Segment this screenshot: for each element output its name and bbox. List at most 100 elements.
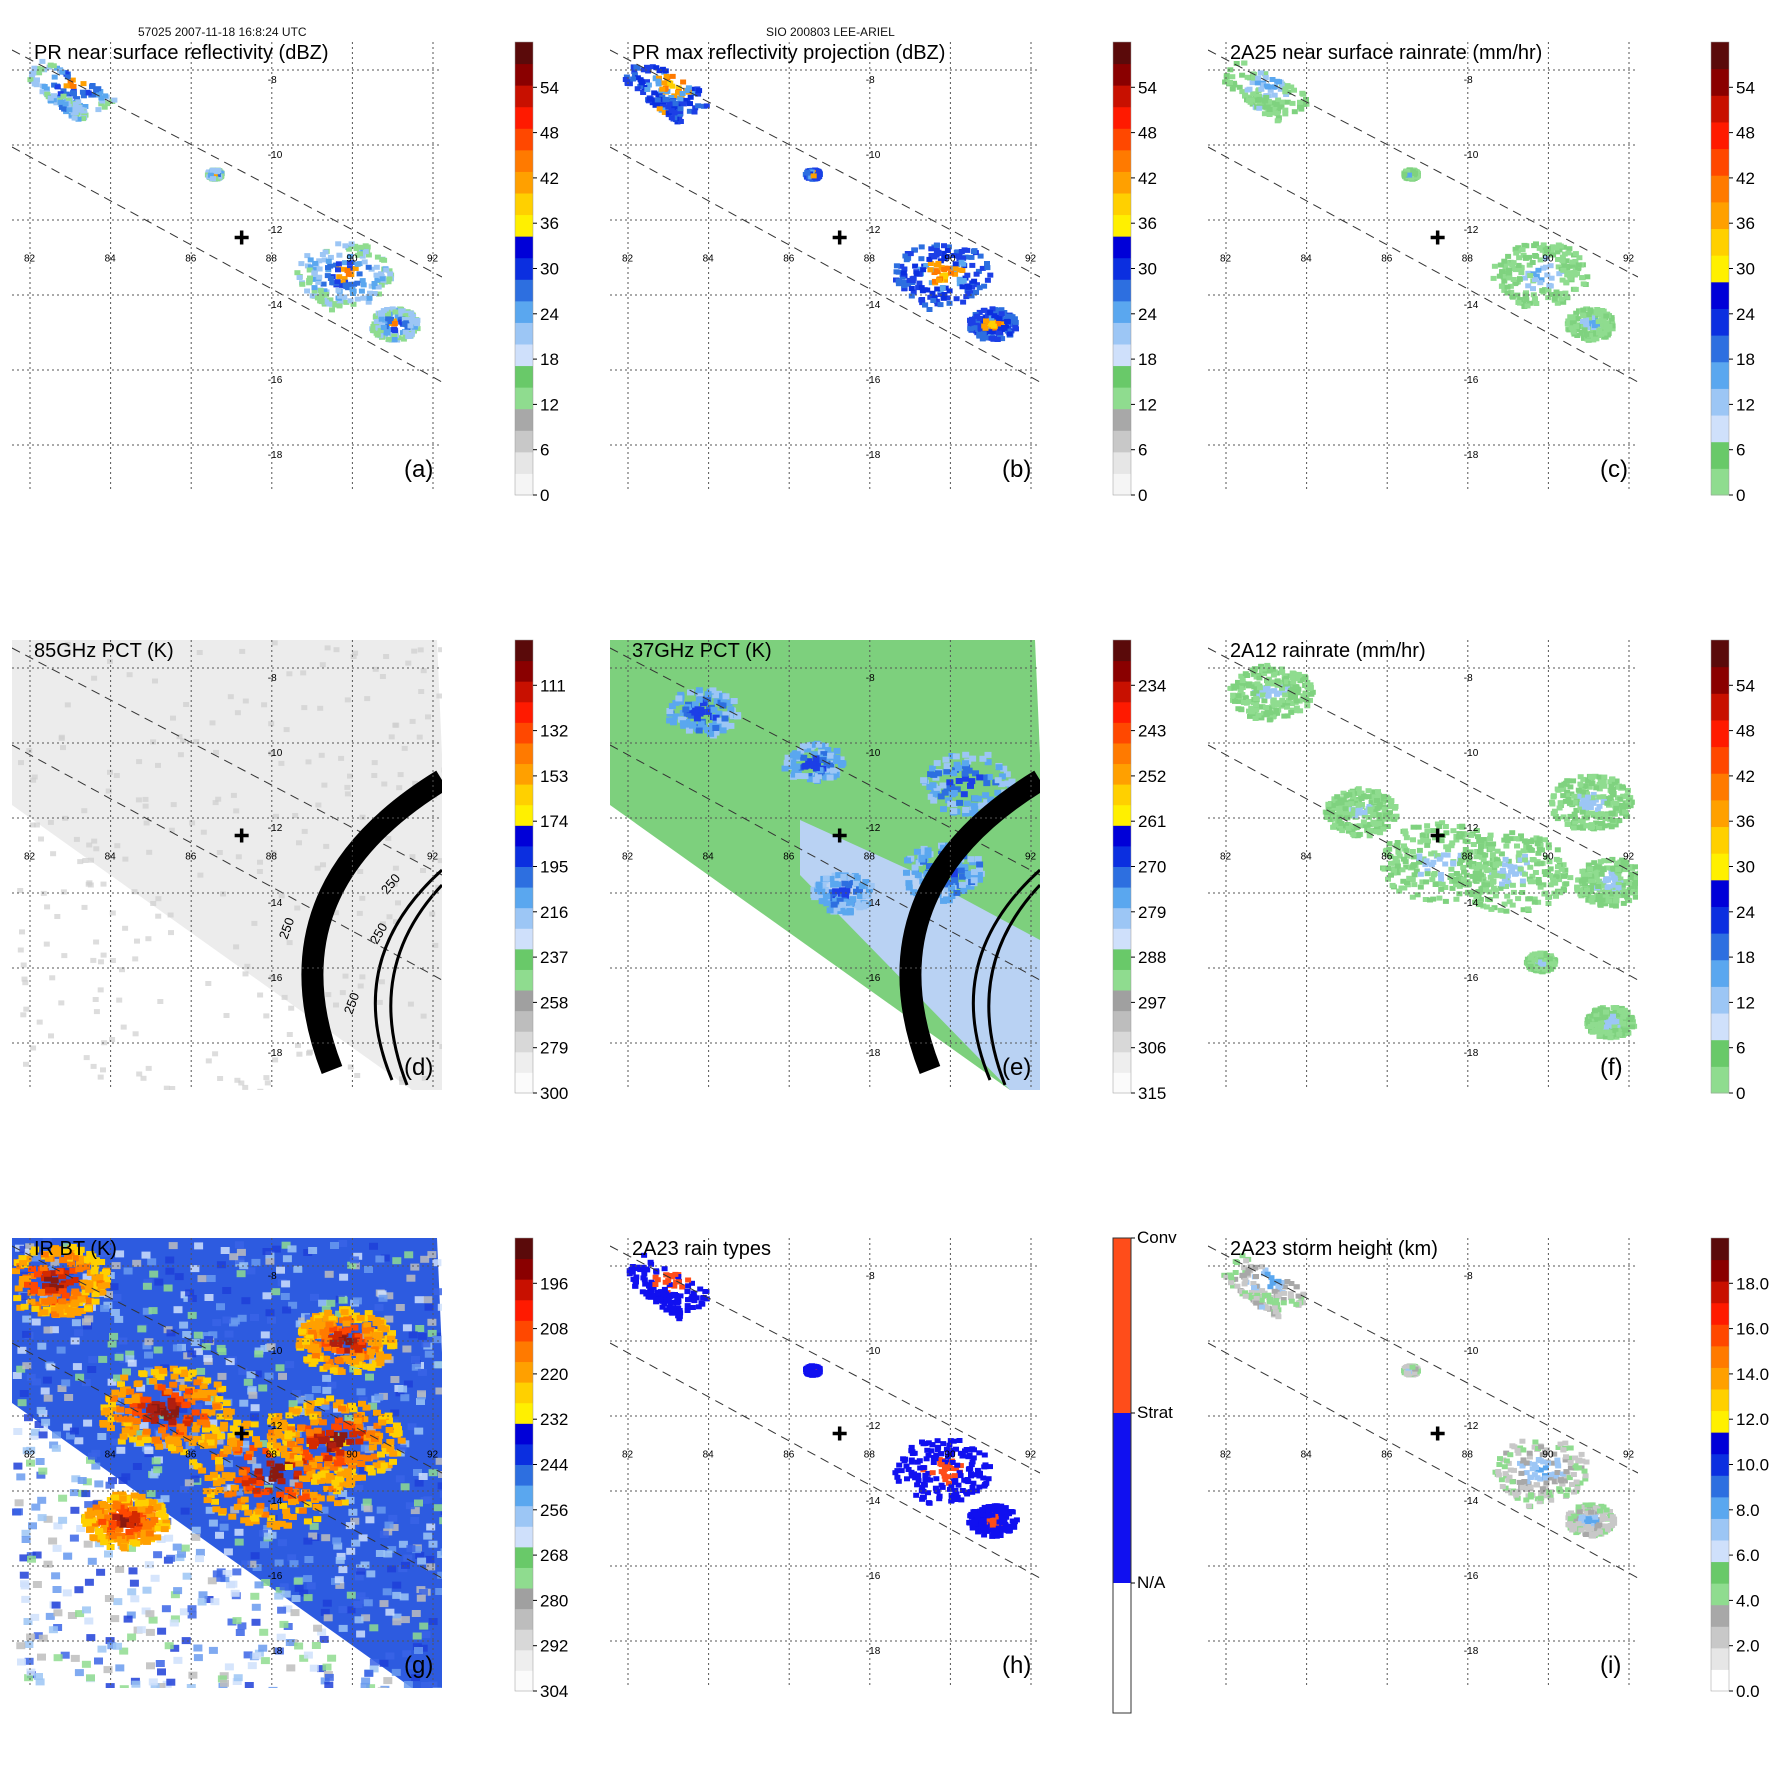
colorbar-segment bbox=[1113, 660, 1131, 682]
colorbar-segment bbox=[515, 1526, 533, 1548]
colorbar-tick-label: 36 bbox=[1736, 214, 1755, 233]
lat-tick-label: -16 bbox=[268, 1571, 283, 1582]
colorbar-tick-label: 315 bbox=[1138, 1084, 1166, 1103]
colorbar-segment bbox=[1711, 1453, 1729, 1476]
colorbar-tick-label: 16.0 bbox=[1736, 1320, 1769, 1339]
colorbar-segment bbox=[1113, 408, 1131, 431]
colorbar-segment bbox=[515, 763, 533, 785]
swath-edge-south bbox=[12, 1342, 442, 1579]
lat-tick-label: -18 bbox=[268, 1048, 283, 1059]
lon-tick-label: 84 bbox=[105, 851, 117, 862]
swath-edge-south bbox=[1208, 146, 1638, 383]
colorbar-segment bbox=[1113, 322, 1131, 345]
colorbar-segment bbox=[1711, 1039, 1729, 1067]
lon-tick-label: 92 bbox=[1623, 253, 1635, 264]
colorbar-segment bbox=[1113, 1031, 1131, 1053]
colorbar-tick-label: 54 bbox=[1138, 78, 1157, 97]
lat-tick-label: -8 bbox=[1464, 1271, 1473, 1282]
lat-tick-label: -14 bbox=[866, 300, 881, 311]
colorbar-tick-label: 0 bbox=[540, 486, 549, 505]
scan-arc-thin-1 bbox=[971, 868, 1040, 1081]
colorbar-segment bbox=[515, 1010, 533, 1032]
lat-tick-label: -18 bbox=[1464, 1646, 1479, 1657]
colorbar-segment bbox=[1113, 42, 1131, 65]
lon-tick-label: 92 bbox=[1025, 1449, 1037, 1460]
colorbar-segment bbox=[1711, 853, 1729, 881]
colorbar-segment bbox=[1711, 1345, 1729, 1368]
colorbar-tick-label: 0 bbox=[1736, 1084, 1745, 1103]
lat-tick-label: -8 bbox=[866, 75, 875, 86]
panel-title: 37GHz PCT (K) bbox=[632, 640, 772, 662]
colorbar-segment bbox=[1711, 1410, 1729, 1433]
swath-edge-north bbox=[1208, 647, 1638, 876]
panel-title: 2A23 rain types bbox=[632, 1238, 771, 1260]
colorbar-tick-label: 6 bbox=[1138, 441, 1147, 460]
swath-edge-south bbox=[12, 744, 442, 981]
swath-edge-south bbox=[610, 744, 1040, 981]
colorbar-tick-label: 0.0 bbox=[1736, 1682, 1760, 1701]
colorbar-segment bbox=[1711, 1389, 1729, 1412]
lon-tick-label: 88 bbox=[266, 1449, 278, 1460]
colorbar-b: 0 6 12 18 24 30 36 42 48 54 bbox=[1112, 41, 1157, 505]
lat-tick-label: -10 bbox=[268, 150, 283, 161]
colorbar-segment bbox=[1113, 344, 1131, 367]
colorbar-tick-label: 258 bbox=[540, 993, 568, 1012]
plot-area-a bbox=[12, 49, 442, 383]
colorbar-segment bbox=[1113, 866, 1131, 888]
colorbar-tick-label: 54 bbox=[1736, 78, 1755, 97]
lon-tick-label: 92 bbox=[1025, 253, 1037, 264]
colorbar-segment bbox=[1711, 879, 1729, 907]
swath-edge-north bbox=[12, 1245, 442, 1474]
colorbar-segment bbox=[1711, 228, 1729, 256]
swath-edge-north bbox=[610, 1245, 1040, 1474]
swath-edge-south bbox=[610, 1342, 1040, 1579]
panel-title: 2A25 near surface rainrate (mm/hr) bbox=[1230, 42, 1542, 64]
colorbar-segment bbox=[1113, 887, 1131, 909]
lon-tick-label: 82 bbox=[1220, 253, 1232, 264]
panel-e: 82 84 86 88 90 92 -8 -10 -12 -14 -16 -18 37GHz PCT (… bbox=[610, 639, 1166, 1103]
colorbar-segment bbox=[515, 106, 533, 129]
colorbar-tick-label: 0 bbox=[1736, 486, 1745, 505]
scan-arc-thin-1 bbox=[373, 868, 442, 1081]
colorbar-segment bbox=[515, 257, 533, 280]
colorbar-segment bbox=[515, 214, 533, 237]
lon-tick-label: 88 bbox=[864, 851, 876, 862]
colorbar-segment bbox=[1711, 361, 1729, 389]
colorbar-segment bbox=[515, 1464, 533, 1486]
colorbar-tick-label: 270 bbox=[1138, 858, 1166, 877]
lon-tick-label: 86 bbox=[1381, 851, 1393, 862]
colorbar-tick-label: 6 bbox=[1736, 441, 1745, 460]
colorbar-segment bbox=[1113, 804, 1131, 826]
colorbar-tick-label: 30 bbox=[1736, 260, 1755, 279]
colorbar-segment bbox=[515, 387, 533, 410]
colorbar-tick-label: 252 bbox=[1138, 767, 1166, 786]
lon-tick-label: 86 bbox=[1381, 1449, 1393, 1460]
colorbar-tick-label: 54 bbox=[540, 78, 559, 97]
colorbar-tick-label: 234 bbox=[1138, 676, 1166, 695]
swath-edge-south bbox=[1208, 744, 1638, 981]
colorbar-segment bbox=[1711, 1518, 1729, 1541]
lat-tick-label: -12 bbox=[1464, 1421, 1479, 1432]
colorbar-segment bbox=[1711, 1561, 1729, 1584]
colorbar-tick-label: 30 bbox=[1138, 260, 1157, 279]
colorbar-segment bbox=[1113, 106, 1131, 129]
storm-center-marker bbox=[234, 828, 249, 843]
plot-area-i bbox=[1208, 1245, 1638, 1579]
colorbar-segment bbox=[1113, 387, 1131, 410]
lat-tick-label: -18 bbox=[866, 1048, 881, 1059]
colorbar-segment bbox=[1113, 149, 1131, 172]
swath-edge-north bbox=[1208, 1245, 1638, 1474]
lon-tick-label: 88 bbox=[266, 253, 278, 264]
colorbar-segment bbox=[1113, 845, 1131, 867]
lon-tick-label: 90 bbox=[346, 1449, 358, 1460]
lon-tick-label: 82 bbox=[622, 851, 634, 862]
colorbar-tick-label: 42 bbox=[1736, 767, 1755, 786]
colorbar-segment bbox=[1113, 236, 1131, 259]
colorbar-segment bbox=[1711, 1238, 1729, 1261]
colorbar-tick-label: 304 bbox=[540, 1682, 568, 1701]
lon-tick-label: 90 bbox=[1542, 253, 1554, 264]
colorbar-segment bbox=[1113, 701, 1131, 723]
colorbar-a: 0 6 12 18 24 30 36 42 48 54 bbox=[514, 41, 559, 505]
panel-label: (g) bbox=[404, 1652, 433, 1679]
colorbar-tick-label: 306 bbox=[1138, 1039, 1166, 1058]
